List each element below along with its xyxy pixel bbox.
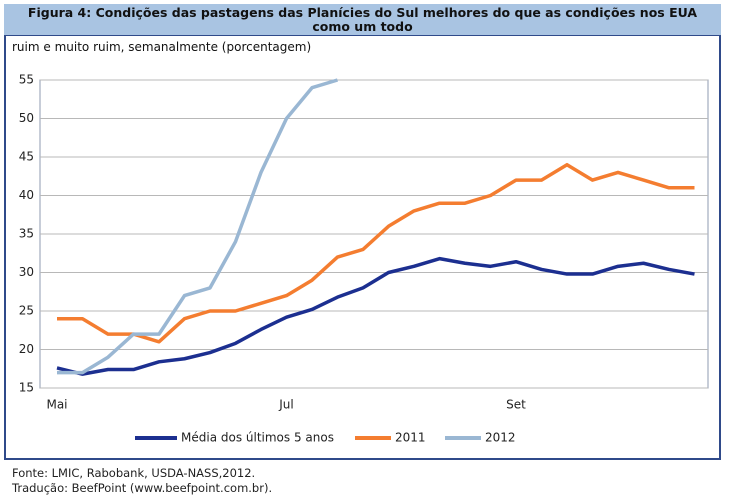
series-line [57,78,339,375]
subtitle: ruim e muito ruim, semanalmente (porcent… [12,40,312,54]
y-tick-label: 45 [19,150,34,164]
y-tick-label: 40 [19,188,34,202]
legend-label: 2012 [485,431,516,445]
legend-label: 2011 [395,431,426,445]
x-tick-label: Mai [46,398,67,412]
y-tick-label: 50 [19,111,34,125]
y-tick-label: 15 [19,381,34,395]
y-tick-label: 30 [19,265,34,279]
y-tick-label: 35 [19,227,34,241]
series-line [57,162,695,344]
source-note: Fonte: LMIC, Rabobank, USDA-NASS,2012. [12,466,256,480]
legend-label: Média dos últimos 5 anos [181,431,334,445]
y-tick-label: 20 [19,342,34,356]
source-note: Tradução: BeefPoint (www.beefpoint.com.b… [12,481,273,495]
y-tick-label: 55 [19,73,34,87]
y-tick-label: 25 [19,304,34,318]
x-tick-label: Jul [278,398,293,412]
x-tick-label: Set [506,398,526,412]
series-line [56,256,695,376]
chart-title: Figura 4: Condições das pastagens das Pl… [4,4,721,36]
